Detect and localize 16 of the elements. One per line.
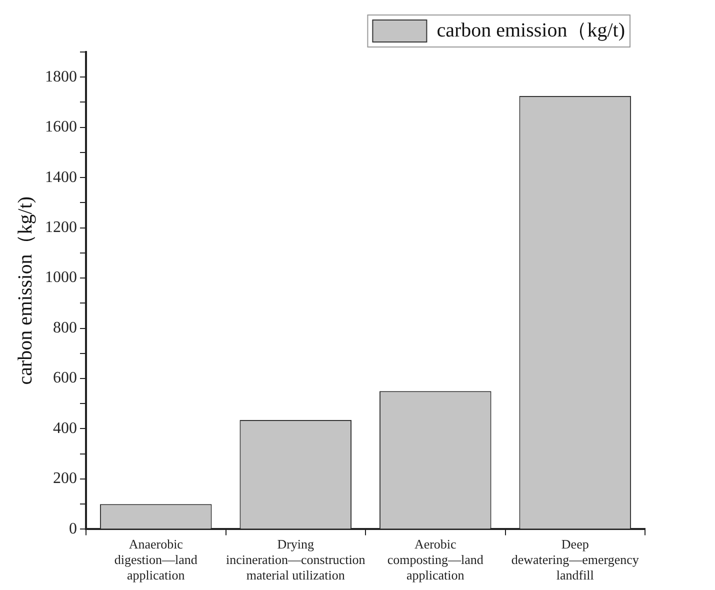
y-tick-label: 200 — [53, 470, 77, 488]
x-tick-label: Anaerobic digestion—land application — [114, 536, 198, 583]
x-tick-label: Aerobic composting—land application — [387, 536, 484, 583]
y-tick-label: 600 — [53, 370, 77, 387]
y-tick-label: 800 — [53, 319, 77, 336]
y-tick-label: 1800 — [45, 68, 77, 86]
y-tick-label: 1600 — [45, 118, 77, 136]
y-axis-title: carbon emission（kg/t) — [14, 196, 36, 385]
y-tick-label: 1000 — [45, 269, 77, 286]
x-tick-label: Deep dewatering—emergency landfill — [511, 536, 640, 583]
y-tick-label: 0 — [69, 520, 77, 538]
legend-label: carbon emission（kg/t) — [436, 19, 626, 42]
y-tick-label: 400 — [53, 420, 77, 437]
y-tick-label: 1400 — [45, 168, 77, 186]
y-tick-label: 1200 — [45, 219, 77, 236]
x-tick-label: Drying incineration—construction material utilization — [226, 536, 366, 583]
